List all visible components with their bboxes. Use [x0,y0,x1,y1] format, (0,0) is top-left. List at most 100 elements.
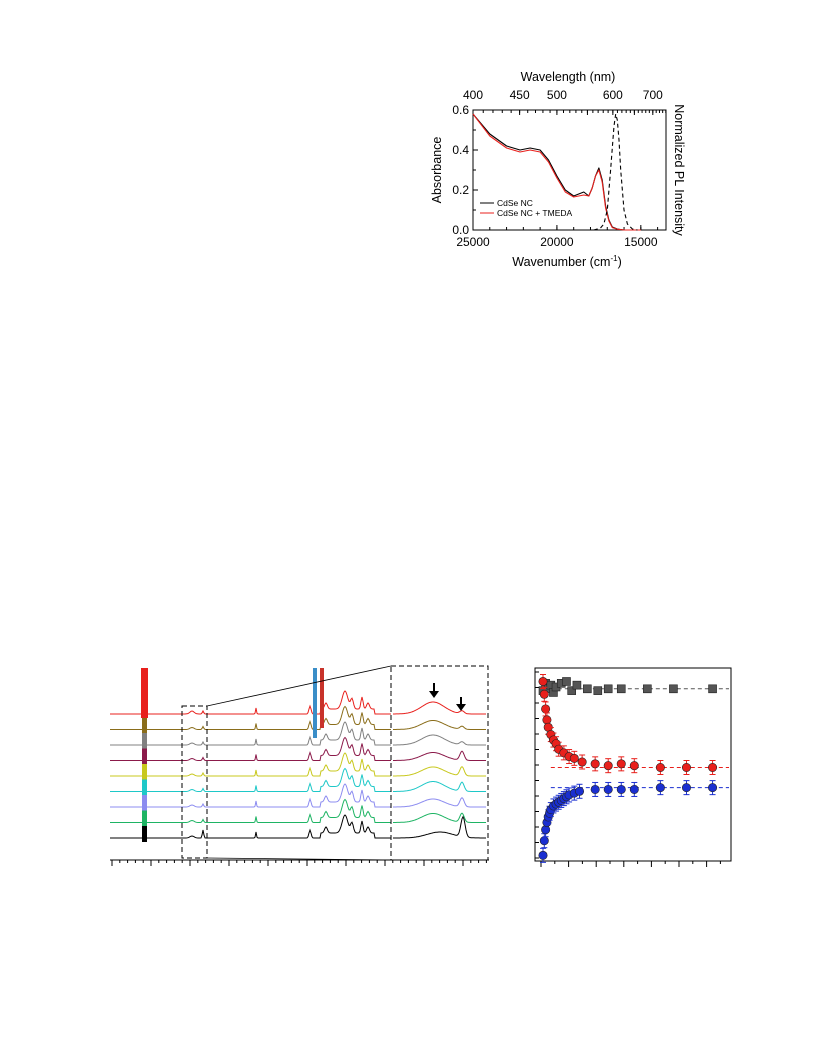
p1-series-line-2 [593,113,638,231]
p1-top-tick-label: 400 [463,88,483,102]
p3-point-circle [539,836,549,846]
p1-x-axis-label-close: ) [618,255,622,269]
p2-solvent-peak-bar-3 [142,748,147,765]
p3-point-circle [569,753,579,763]
p1-y-axis-label: Absorbance [430,137,444,204]
arrow-down-icon [456,704,466,711]
p2-inset-trace-2 [393,734,486,746]
p1-series-group [472,113,641,231]
p2-trace-0 [110,690,391,715]
p3-point-circle [538,676,548,686]
p1-y-tick-label: 0.6 [452,103,469,117]
p2-red-peak-bar [320,668,324,728]
p2-solvent-peak-bar-4 [142,764,147,780]
arrow-down-icon [429,691,439,698]
p1-legend: CdSe NC CdSe NC + TMEDA [480,198,573,218]
p3-point-square [708,684,717,694]
p3-point-square [603,684,613,694]
p1-x-axis-label: Wavenumber (cm-1) [512,254,621,269]
p2-inset-traces [393,701,486,839]
p3-point-square [583,684,592,694]
legend-label-cdse-tmeda: CdSe NC + TMEDA [497,208,573,218]
p3-point-circle [538,850,548,860]
p1-top-tick-label: 600 [603,88,623,102]
p2-traces [110,668,391,842]
p1-y-tick-label: 0.4 [452,143,469,157]
p1-x-tick-labels: 25000 20000 15000 [456,225,659,249]
legend-label-cdse: CdSe NC [497,198,533,208]
p1-x-axis-label-sup: -1 [610,254,618,263]
p3-point-circle [708,783,718,793]
p1-top-tick-label: 700 [643,88,663,102]
p1-top-tick-label: 450 [510,88,530,102]
p2-zoom-connector-bottom [206,857,392,861]
p2-trace-5 [110,767,391,792]
p3-point-square [562,677,571,686]
p1-right-axis-label: Normalized PL Intensity [672,104,686,236]
p2-solvent-peak-bar-2 [142,733,147,749]
p2-blue-peak-bar [313,668,317,738]
p2-zoom-region-box [181,705,208,859]
p2-trace-1 [110,705,391,730]
p2-solvent-peak-bar-1 [142,717,147,734]
p3-point-circle [655,783,665,793]
p2-solvent-peak-bar-5 [142,779,147,796]
p3-point-circle [629,761,639,771]
p2-inset-box [390,665,489,861]
p3-point-circle [590,759,600,769]
scatter-chart [534,667,732,867]
p3-series-group [538,673,729,863]
p3-point-circle [590,784,600,794]
p2-inset-trace-7 [393,812,486,823]
p1-x-tick-label: 20000 [540,235,574,249]
p2-inset-trace-0 [393,701,486,715]
p2-trace-4 [110,752,391,777]
p3-ticks [535,671,721,867]
p1-x-tick-label: 25000 [456,235,490,249]
p2-inset-trace-1 [393,720,486,730]
p2-trace-7 [110,798,391,823]
p3-point-circle [603,761,613,771]
p3-point-circle [541,704,551,714]
p1-top-tick-label: 500 [547,88,567,102]
p2-inset-trace-5 [393,781,486,792]
p2-trace-6 [110,783,391,808]
p2-trace-8 [110,814,391,839]
p2-solvent-peak-top [141,668,148,718]
p1-y-tick-labels: 0.0 0.2 0.4 0.6 [452,103,478,237]
p2-inset-trace-4 [393,766,486,777]
p1-y-tick-label: 0.0 [452,223,469,237]
p3-point-square [593,686,603,695]
stacked-spectra-chart [110,665,489,866]
p3-point-circle [616,784,626,794]
p2-solvent-peak-bar-8 [142,826,147,842]
p3-point-square [572,680,582,690]
p2-solvent-peak-bar-6 [142,795,147,811]
p3-point-circle [655,762,665,772]
p1-top-tick-labels: 400 450 500 600 700 [463,88,667,115]
p1-x-axis-label-main: Wavenumber (cm [512,255,610,269]
p1-x-tick-label: 15000 [624,235,658,249]
p3-point-square [567,686,576,695]
p2-zoom-connector-top [206,665,392,707]
p3-point-square [643,684,652,694]
p2-solvent-peak-bar-7 [142,810,147,827]
p2-trace-3 [110,736,391,761]
p2-inset-trace-3 [393,750,486,761]
p3-point-circle [616,759,626,769]
p2-inset-trace-8 [393,815,486,839]
p3-point-circle [575,786,585,796]
p3-point-square [616,684,626,694]
p1-series-line-1 [472,113,641,231]
p2-x-ticks [111,860,487,866]
p2-inset-trace-6 [393,797,486,808]
p1-y-tick-label: 0.2 [452,183,469,197]
p2-trace-2 [110,721,391,746]
p3-point-circle [708,762,718,772]
p1-top-axis-label: Wavelength (nm) [521,70,616,84]
p2-arrow-2 [456,697,466,711]
absorbance-chart: Wavelength (nm) 400 450 500 600 700 0.00.20.… [430,70,686,269]
p3-point-circle [539,689,549,699]
p3-point-circle [681,783,691,793]
